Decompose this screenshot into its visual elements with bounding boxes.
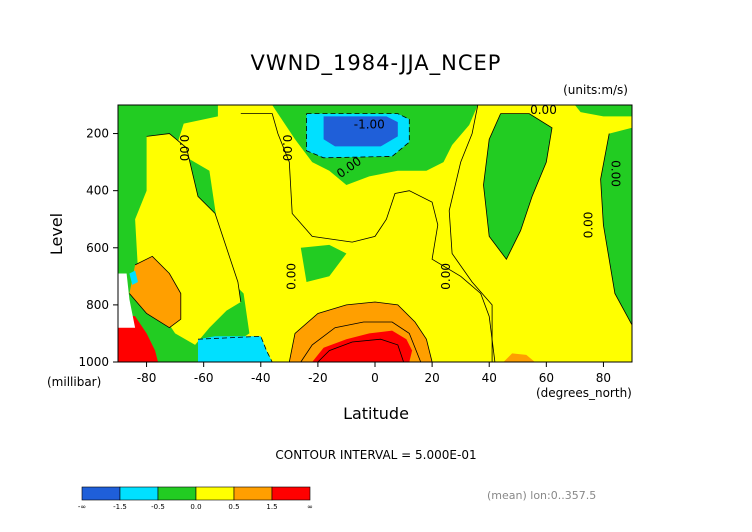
- region-cyan-small: [129, 270, 138, 285]
- colorbar-label: 0.0: [190, 503, 201, 511]
- colorbar-swatch: [195, 486, 235, 501]
- region-lower-green-blob: [300, 244, 347, 282]
- y-tick-label: 400: [86, 184, 109, 198]
- y-tick-label: 600: [86, 241, 109, 255]
- colorbar-label: -1.5: [113, 503, 127, 511]
- contour-line-0: [146, 133, 242, 303]
- y-tick-label: 200: [86, 127, 109, 141]
- region-white-missing: [118, 273, 136, 328]
- contour-label-6: 0.00: [530, 103, 557, 117]
- region-SH-blue-core: [323, 116, 398, 147]
- contour-label-0: 0.00: [177, 134, 191, 161]
- contour-label-8: 0.00: [582, 212, 596, 239]
- colorbar-swatch: [157, 486, 197, 501]
- region-SH-cyan-lower: [198, 336, 273, 362]
- colorbar: -∞ -1.5 -0.5 0.0 0.5 1.5 ∞: [78, 486, 313, 511]
- colorbar-label: ∞: [307, 503, 313, 511]
- x-units-label: (degrees_north): [536, 386, 632, 400]
- region-SH-orange: [129, 256, 181, 328]
- contour-label-2: -1.00: [354, 117, 385, 131]
- contour-lines: [129, 104, 633, 363]
- region-equatorial-red: [312, 330, 413, 362]
- contour-line-10: [129, 255, 182, 329]
- contour-label-1: 0.00: [280, 134, 294, 161]
- y-axis-ticks: 200 400 600 800 1000: [78, 127, 118, 369]
- x-tick-label: 40: [482, 371, 497, 385]
- x-tick-label: -60: [194, 371, 214, 385]
- colorbar-swatch: [119, 486, 159, 501]
- contour-interval-text: CONTOUR INTERVAL = 5.000E-01: [275, 448, 476, 462]
- contour-line-6: [197, 335, 273, 363]
- contour-line-7: [288, 301, 433, 363]
- chart-title: VWND_1984-JJA_NCEP: [251, 51, 502, 76]
- contour-line-9: [317, 338, 404, 363]
- contour-line-3: [483, 113, 553, 260]
- colorbar-swatch: [81, 486, 121, 501]
- filled-contour-regions: [118, 105, 632, 362]
- x-tick-label: 20: [424, 371, 439, 385]
- x-tick-label: 0: [371, 371, 379, 385]
- y-tick-label: 800: [86, 298, 109, 312]
- y-units-label: (millibar): [47, 375, 101, 389]
- y-tick-label: 1000: [78, 355, 109, 369]
- colorbar-label: -∞: [78, 503, 86, 511]
- contour-line-2: [448, 104, 493, 362]
- region-NH-green-upper: [574, 105, 632, 117]
- x-axis-ticks: -80 -60 -40 -20 0 20 40 60 80: [137, 362, 611, 385]
- contour-label-7: 0.00: [608, 160, 622, 187]
- region-NH-orange-small: [503, 353, 535, 362]
- x-tick-label: -40: [251, 371, 271, 385]
- contour-label-4: 0.00: [285, 263, 299, 290]
- contour-line-5: [306, 113, 410, 159]
- x-tick-label: -20: [308, 371, 328, 385]
- contour-line-8: [300, 321, 422, 363]
- region-NH-green-lobe: [483, 113, 552, 260]
- units-label: (units:m/s): [563, 83, 628, 97]
- x-tick-label: -80: [137, 371, 157, 385]
- contour-line-4: [600, 133, 633, 326]
- colorbar-label: 1.5: [266, 503, 277, 511]
- colorbar-swatch: [233, 486, 273, 501]
- colorbar-swatch: [271, 486, 311, 501]
- region-mid-yellow-column: [240, 113, 495, 362]
- x-axis-label: Latitude: [343, 404, 409, 423]
- region-NH-green-right: [600, 127, 632, 325]
- contour-line-1: [240, 113, 496, 363]
- footer-text: (mean) lon:0..357.5: [487, 489, 596, 502]
- y-axis-label: Level: [47, 213, 66, 255]
- colorbar-label: 0.5: [228, 503, 239, 511]
- contour-label-5: 0.00: [439, 263, 453, 290]
- x-tick-label: 80: [596, 371, 611, 385]
- x-tick-label: 60: [539, 371, 554, 385]
- colorbar-label: -0.5: [151, 503, 165, 511]
